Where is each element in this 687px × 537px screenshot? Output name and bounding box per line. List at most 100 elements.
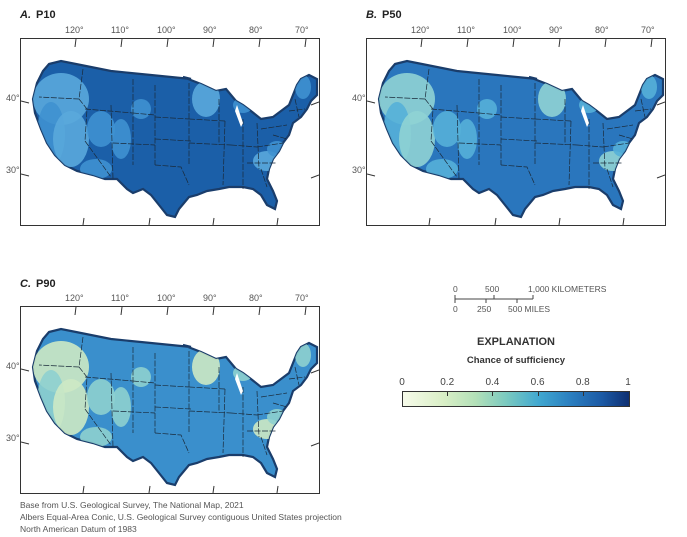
sufficiency-region [192, 349, 220, 385]
state-boundary [84, 376, 134, 382]
state-boundary [606, 124, 634, 130]
sufficiency-region [111, 387, 131, 427]
longitude-tick [120, 307, 123, 316]
state-boundary [154, 138, 192, 142]
map-credits: Base from U.S. Geological Survey, The Na… [20, 499, 342, 535]
latitude-tick [367, 173, 376, 177]
panel-b-title: B. P50 [366, 9, 402, 21]
latitude-tick [310, 369, 319, 374]
state-boundary [534, 118, 572, 122]
longitude-tick [212, 307, 215, 316]
longitude-label: 90° [549, 25, 563, 35]
sufficiency-region [192, 81, 220, 117]
state-boundary [294, 366, 300, 386]
scale-mi-0: 0 [453, 304, 458, 314]
legend-title: EXPLANATION [476, 336, 556, 348]
longitude-tick [120, 39, 123, 48]
state-boundary [602, 142, 630, 148]
state-boundary [500, 164, 536, 186]
state-boundary [110, 372, 114, 448]
longitude-tick [212, 217, 215, 225]
sufficiency-region [87, 379, 115, 415]
state-boundary [154, 432, 190, 454]
state-boundary [132, 112, 156, 116]
panel-a-letter: A. [20, 9, 31, 21]
state-boundary [500, 138, 538, 142]
state-boundary [84, 108, 134, 114]
latitude-label: 30° [6, 433, 20, 443]
panel-a-label: P10 [36, 9, 56, 21]
sufficiency-region [53, 111, 89, 167]
state-boundary [294, 98, 300, 118]
longitude-tick [82, 485, 85, 493]
sufficiency-region [111, 119, 131, 159]
longitude-tick [494, 217, 497, 225]
lake-michigan [581, 105, 589, 127]
state-boundary [110, 104, 114, 180]
colorbar-tick-label: 0.2 [440, 377, 455, 388]
state-boundary [154, 384, 190, 388]
sufficiency-region [641, 75, 657, 99]
latitude-tick [656, 101, 665, 106]
state-boundary [260, 124, 288, 130]
colorbar-tick [447, 391, 449, 396]
longitude-tick [148, 485, 151, 493]
longitude-tick [276, 485, 279, 493]
state-boundary [576, 144, 604, 148]
sufficiency-region [87, 111, 115, 147]
state-boundary [260, 392, 288, 398]
scale-bar-graphic [454, 295, 534, 303]
longitude-tick [74, 307, 77, 316]
longitude-tick [276, 217, 279, 225]
state-boundary [288, 108, 306, 112]
longitude-label: 80° [249, 293, 263, 303]
state-boundary [230, 412, 258, 416]
state-boundary [222, 388, 226, 454]
state-boundary [222, 120, 226, 186]
latitude-label: 40° [6, 361, 20, 371]
colorbar-tick-label: 1 [625, 377, 631, 388]
longitude-label: 120° [65, 293, 84, 303]
legend-subtitle: Chance of sufficiency [466, 355, 566, 366]
longitude-tick [258, 39, 261, 48]
state-boundary [112, 142, 156, 146]
longitude-label: 80° [595, 25, 609, 35]
colorbar-tick-label: 0.6 [530, 377, 545, 388]
longitude-label: 120° [411, 25, 430, 35]
colorbar-tick-label: 0.4 [485, 377, 500, 388]
map-panel-a [20, 38, 320, 226]
state-boundary [154, 164, 190, 186]
longitude-tick [558, 217, 561, 225]
latitude-label: 30° [6, 165, 20, 175]
state-boundary [288, 376, 306, 380]
sufficiency-region [477, 99, 497, 119]
colorbar [402, 391, 630, 407]
colorbar-tick [582, 391, 584, 396]
credit-line-3: North American Datum of 1983 [20, 524, 137, 534]
latitude-tick [21, 100, 30, 104]
state-boundary [272, 134, 288, 140]
longitude-tick [212, 39, 215, 48]
colorbar-tick [537, 391, 539, 396]
longitude-tick [558, 39, 561, 48]
state-boundary [458, 142, 502, 146]
state-boundary [618, 134, 634, 140]
longitude-label: 120° [65, 25, 84, 35]
colorbar-tick-label: 0 [399, 377, 405, 388]
panel-c-label: P90 [36, 278, 56, 290]
scale-km-1000: 1,000 KILOMETERS [528, 284, 607, 294]
state-boundary [256, 142, 284, 148]
panel-b-letter: B. [366, 9, 377, 21]
panel-a-title: A. P10 [20, 9, 56, 21]
credit-line-2: Albers Equal-Area Conic, U.S. Geological… [20, 512, 342, 522]
latitude-tick [21, 441, 30, 445]
sufficiency-region [457, 119, 477, 159]
longitude-tick [650, 39, 653, 48]
conus-map-p90 [21, 307, 319, 493]
conus-map-p50 [367, 39, 665, 225]
state-boundary [606, 168, 614, 188]
longitude-label: 100° [157, 293, 176, 303]
scale-mi-500: 500 MILES [508, 304, 551, 314]
scale-bar: 0 500 1,000 KILOMETERS 0 250 500 MILES [440, 282, 640, 322]
longitude-tick [148, 217, 151, 225]
